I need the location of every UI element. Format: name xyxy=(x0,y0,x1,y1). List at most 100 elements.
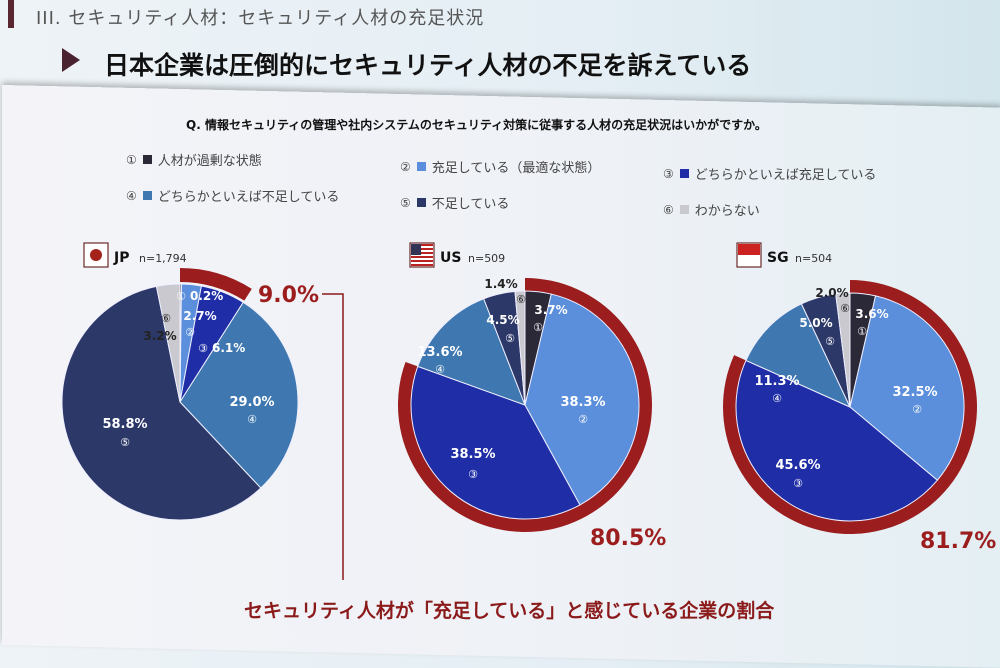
legend-label: どちらかといえば充足している xyxy=(694,168,877,183)
legend-item: ③ どちらかといえば充足している xyxy=(663,164,877,184)
pie-slice-6 xyxy=(835,292,851,408)
legend-item: ⑤ 不足している xyxy=(400,193,510,213)
slice-category-label: ⑤ xyxy=(505,332,515,345)
legend-number: ⑥ xyxy=(663,202,674,217)
sample-size: n=1,794 xyxy=(139,252,187,265)
flag-red-band xyxy=(738,244,760,255)
legend-item: ⑥ わからない xyxy=(663,200,760,220)
highlight-total: 80.5% xyxy=(590,526,666,551)
country-label: SG xyxy=(767,250,789,266)
slice-value-label: 58.8% xyxy=(102,417,147,432)
slice-category-label: ② xyxy=(185,326,195,339)
country-label: JP xyxy=(113,250,129,266)
legend-label: わからない xyxy=(694,204,760,219)
pie-us: 3.7% ① 38.3% ② 38.5% ③ 13.6% ④ 4.5% ⑤ 1.4% ⑥ US n=509… xyxy=(398,242,666,551)
pie-slice-4 xyxy=(417,298,526,406)
pie-slice-3 xyxy=(410,365,581,520)
slice-category-label: ① xyxy=(857,325,867,338)
flag-stripe xyxy=(411,248,433,250)
sample-size: n=504 xyxy=(795,252,832,265)
legend-swatch xyxy=(416,198,426,207)
legend-number: ⑤ xyxy=(400,195,411,210)
slice-category-label: ① xyxy=(176,290,186,303)
slice-value-label: 29.0% xyxy=(229,395,274,410)
slice-value-label: 13.6% xyxy=(417,345,462,360)
footer-caption: セキュリティ人材が「充足している」と感じている企業の割合 xyxy=(244,600,775,622)
slice-value-label: 3.7% xyxy=(534,303,567,317)
highlight-total: 81.7% xyxy=(920,529,996,554)
slice-value-label: 5.0% xyxy=(799,316,832,330)
headline-arrow-icon xyxy=(62,48,80,72)
pie-slice-4 xyxy=(745,303,852,409)
highlight-total: 9.0% xyxy=(258,283,319,308)
flag-stripe xyxy=(411,264,433,266)
slice-category-label: ④ xyxy=(435,363,445,376)
flag-stripe xyxy=(411,260,433,262)
legend-item: ② 充足している（最適な状態） xyxy=(400,157,601,177)
slice-value-label: 4.5% xyxy=(486,313,519,327)
section-title: III. セキュリティ人材：セキュリティ人材の充足状況 xyxy=(36,8,485,29)
legend-swatch xyxy=(416,162,426,171)
flag-canton xyxy=(411,244,421,255)
legend-item: ④ どちらかといえば不足している xyxy=(126,186,340,206)
slice-category-label: ① xyxy=(533,321,543,334)
legend-label: 不足している xyxy=(431,197,510,212)
flag-stripe xyxy=(411,256,433,258)
pie-slice-2 xyxy=(849,295,965,481)
slice-category-label: ② xyxy=(912,403,922,416)
slice-value-label: 45.6% xyxy=(775,458,820,473)
slice-value-label: 3.2% xyxy=(143,329,176,343)
highlight-arc xyxy=(180,268,252,301)
slice-category-label: ④ xyxy=(247,413,257,426)
slice-category-label: ③ xyxy=(793,477,803,490)
slice-value-label: 3.6% xyxy=(855,307,888,321)
legend-swatch xyxy=(679,169,689,178)
legend-number: ③ xyxy=(663,166,674,181)
slice-category-label: ⑥ xyxy=(516,293,526,306)
slice-category-label: ⑤ xyxy=(825,335,835,348)
legend-number: ① xyxy=(126,152,137,167)
pie-jp: 0.2% ① 2.7% ② 6.1% ③ 29.0% ④ 58.8% ⑤ 3.2% ⑥ JP n=1,79… xyxy=(61,242,319,521)
pie-slice-3 xyxy=(735,359,939,522)
slice-value-label: 2.0% xyxy=(815,286,848,300)
legend-number: ② xyxy=(400,159,411,174)
country-label: US xyxy=(440,250,461,266)
slice-category-label: ⑥ xyxy=(161,312,171,325)
pie-charts: 0.2% ① 2.7% ② 6.1% ③ 29.0% ④ 58.8% ⑤ 3.2% ⑥ JP n=1,79… xyxy=(61,242,996,580)
legend-number: ④ xyxy=(126,188,137,203)
legend-label: 人材が過剰な状態 xyxy=(157,154,262,169)
slice-value-label: 38.3% xyxy=(560,395,605,410)
slice-value-label: 0.2% xyxy=(190,289,223,303)
pie-slice-4 xyxy=(179,301,299,489)
flag-stripe xyxy=(411,244,433,246)
pie-slice-5 xyxy=(61,285,262,521)
headline: 日本企業は圧倒的にセキュリティ人材の不足を訴えている xyxy=(104,51,752,80)
sample-size: n=509 xyxy=(468,252,505,265)
slice-value-label: 32.5% xyxy=(892,385,937,400)
slice-category-label: ③ xyxy=(198,342,208,355)
slice-value-label: 11.3% xyxy=(754,374,799,389)
slice-value-label: 2.7% xyxy=(183,309,216,323)
pie-sg: 3.6% ① 32.5% ② 45.6% ③ 11.3% ④ 5.0% ⑤ 2.0% ⑥ SG n=504… xyxy=(723,242,996,554)
slice-category-label: ③ xyxy=(468,468,478,481)
slice-category-label: ② xyxy=(578,413,588,426)
flag-dot xyxy=(90,249,102,261)
slice-category-label: ⑤ xyxy=(120,436,130,449)
legend-label: どちらかといえば不足している xyxy=(157,190,340,205)
slice-category-label: ④ xyxy=(772,392,782,405)
callout-bracket xyxy=(322,293,344,580)
legend-swatch xyxy=(142,155,152,164)
slice-value-label: 38.5% xyxy=(450,447,495,462)
legend-swatch xyxy=(679,205,689,214)
legend-item: ① 人材が過剰な状態 xyxy=(126,150,262,170)
pie-slice-6 xyxy=(514,290,526,406)
flag-stripe xyxy=(411,252,433,254)
pie-slice-2 xyxy=(524,293,640,506)
pie-slice-6 xyxy=(155,283,181,403)
slice-category-label: ⑥ xyxy=(840,302,850,315)
legend-swatch xyxy=(142,191,152,200)
section-marker xyxy=(8,0,14,28)
legend-label: 充足している（最適な状態） xyxy=(431,161,601,176)
slice-value-label: 6.1% xyxy=(212,341,245,355)
slice-value-label: 1.4% xyxy=(484,277,517,291)
